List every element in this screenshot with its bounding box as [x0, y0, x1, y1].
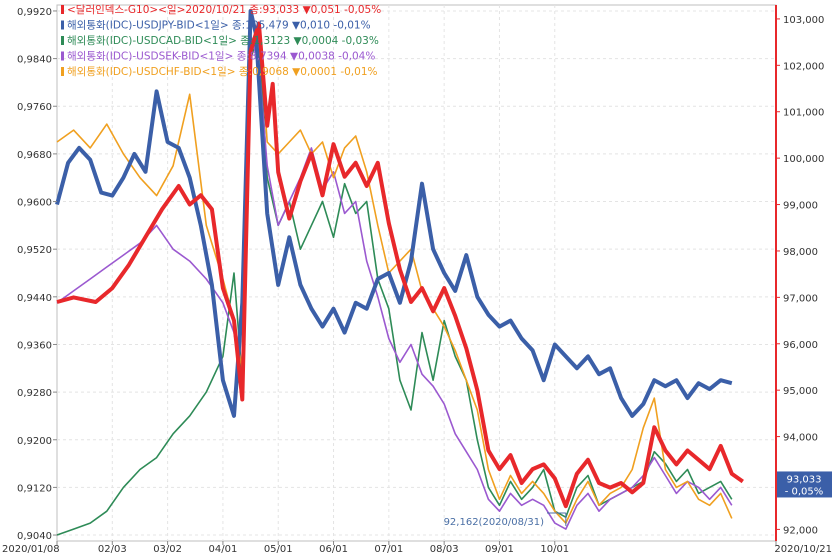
- x-tick-label: 06/01: [319, 544, 348, 555]
- left-tick-label: 0,9840: [17, 55, 52, 66]
- left-tick-label: 0,9680: [17, 150, 52, 161]
- legend-swatch: [61, 5, 64, 14]
- left-y-axis: 0,9920 0,9840 0,9760 0,9680 0,9600 0,9520 0,94…: [17, 7, 57, 542]
- x-tick-label: 02/03: [98, 544, 127, 555]
- x-tick-label: 10/01: [540, 544, 569, 555]
- right-tick-label: 100,000: [783, 154, 824, 165]
- legend: <달러인덱스-G10><일>2020/10/21 종:93,033 ▼0,051…: [61, 3, 381, 78]
- legend-swatch: [61, 67, 64, 76]
- right-tick-label: 95,000: [783, 386, 818, 397]
- right-tick-label: 98,000: [783, 247, 818, 258]
- left-tick-label: 0,9920: [17, 7, 52, 18]
- series-line-4: [56, 22, 733, 524]
- left-tick-label: 0,9760: [17, 102, 52, 113]
- legend-entry: 해외통화(IDC)-USDSEK-BID<1일> 종:8,7394 ▼0,003…: [67, 50, 375, 63]
- grid-lines: [56, 4, 777, 542]
- left-tick-label: 0,9600: [17, 198, 52, 209]
- last-value-badge: [777, 471, 832, 498]
- x-tick-label: 2020/10/21: [774, 544, 832, 555]
- legend-entry: 해외통화(IDC)-USDCHF-BID<1일> 종:0,9068 ▼0,000…: [67, 65, 378, 78]
- left-tick-label: 0,9360: [17, 340, 52, 351]
- right-tick-label: 101,000: [783, 108, 824, 119]
- left-tick-label: 0,9120: [17, 483, 52, 494]
- left-tick-label: 0,9040: [17, 531, 52, 542]
- right-tick-label: 92,000: [783, 525, 818, 536]
- right-tick-label: 94,000: [783, 433, 818, 444]
- x-axis: 2020/01/08 02/03 03/02 04/01 05/01 06/01 07/01…: [2, 541, 832, 555]
- right-tick-label: 102,000: [783, 61, 824, 72]
- left-tick-label: 0,9440: [17, 293, 52, 304]
- x-tick-label: 2020/01/08: [2, 544, 60, 555]
- x-tick-label: 09/01: [485, 544, 514, 555]
- last-value-badge-change: - 0,05%: [785, 486, 824, 497]
- legend-entry: <달러인덱스-G10><일>2020/10/21 종:93,033 ▼0,051…: [67, 3, 381, 16]
- legend-entry: 해외통화(IDC)-USDJPY-BID<1일> 종:105,479 ▼0,01…: [67, 19, 371, 32]
- x-tick-label: 08/03: [430, 544, 459, 555]
- left-tick-label: 0,9280: [17, 388, 52, 399]
- x-tick-label: 04/01: [209, 544, 238, 555]
- legend-swatch: [61, 36, 64, 45]
- annotations: 92,162(2020/08/31) 93,033- 0,05%: [444, 471, 832, 528]
- right-tick-label: 97,000: [783, 293, 818, 304]
- legend-swatch: [61, 51, 64, 61]
- legend-entry: 해외통화(IDC)-USDCAD-BID<1일> 종:1,3123 ▼0,000…: [67, 34, 379, 47]
- x-tick-label: 07/01: [374, 544, 403, 555]
- left-tick-label: 0,9200: [17, 436, 52, 447]
- right-tick-label: 99,000: [783, 201, 818, 212]
- right-tick-label: 103,000: [783, 15, 824, 26]
- left-tick-label: 0,9520: [17, 245, 52, 256]
- series-line-1: [55, 9, 733, 418]
- last-value-badge-value: 93,033: [787, 474, 822, 485]
- series-lines: [55, 9, 744, 536]
- min-annotation-label: 92,162(2020/08/31): [444, 517, 545, 528]
- x-tick-label: 05/01: [264, 544, 293, 555]
- x-tick-label: 03/02: [153, 544, 182, 555]
- legend-swatch: [61, 20, 64, 30]
- right-y-axis: 103,000 102,000 101,000 100,000 99,000 98,000…: [775, 5, 824, 541]
- right-tick-label: 96,000: [783, 340, 818, 351]
- series-line-0: [56, 21, 744, 509]
